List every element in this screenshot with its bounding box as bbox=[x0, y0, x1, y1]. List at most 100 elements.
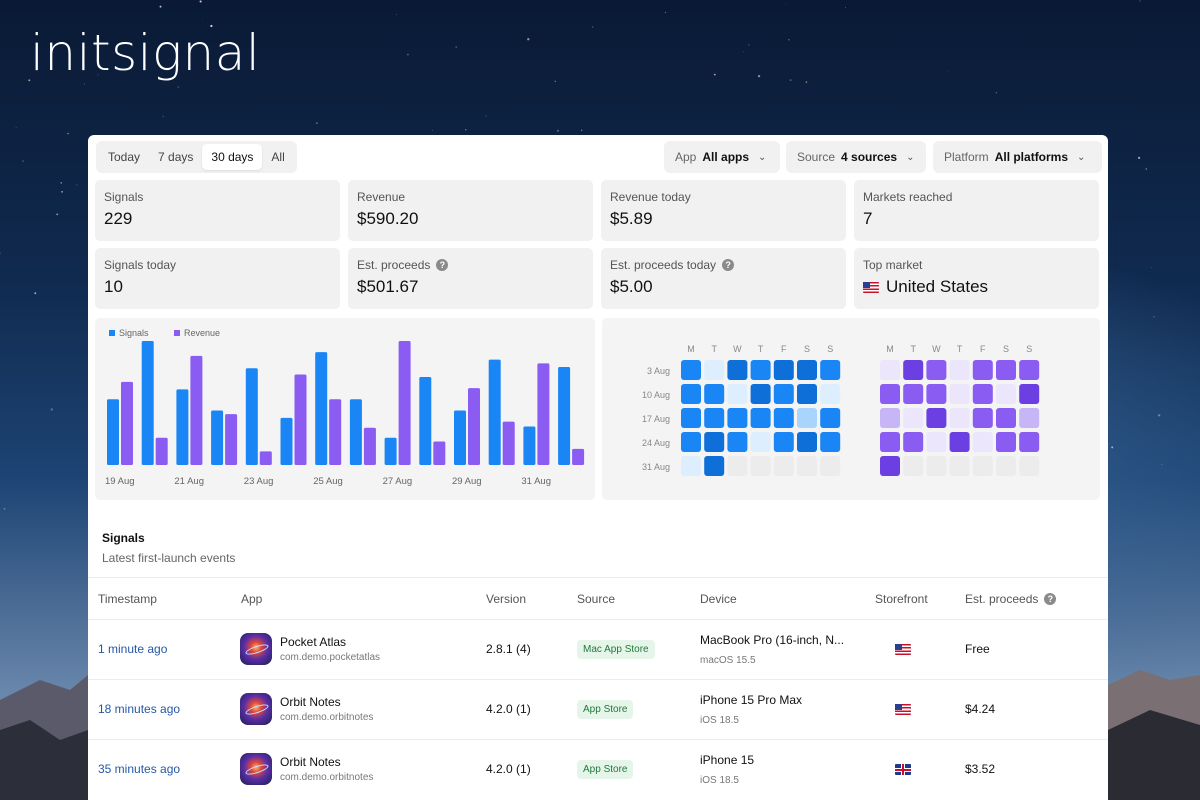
bar-signals[interactable] bbox=[384, 437, 397, 465]
signals-heatmap-cell[interactable] bbox=[727, 456, 748, 476]
bar-revenue[interactable] bbox=[190, 355, 203, 465]
revenue-heatmap-cell[interactable] bbox=[996, 360, 1016, 380]
range-tab-7-days[interactable]: 7 days bbox=[158, 150, 194, 164]
bar-signals[interactable] bbox=[315, 352, 328, 465]
bar-revenue[interactable] bbox=[572, 448, 585, 465]
column-header-storefront[interactable]: Storefront bbox=[875, 592, 928, 606]
table-row[interactable]: 35 minutes ago Orbit Notes com.demo.orbi… bbox=[88, 739, 1108, 799]
signals-heatmap-cell[interactable] bbox=[773, 360, 794, 380]
bar-revenue[interactable] bbox=[225, 414, 238, 465]
bar-signals[interactable] bbox=[349, 399, 362, 465]
signals-heatmap-cell[interactable] bbox=[727, 360, 748, 380]
revenue-heatmap-cell[interactable] bbox=[996, 456, 1016, 476]
bar-signals[interactable] bbox=[211, 410, 224, 465]
revenue-heatmap-cell[interactable] bbox=[1019, 432, 1040, 452]
source-filter-dropdown[interactable]: Source 4 sources ⌄ bbox=[786, 141, 926, 173]
signals-heatmap-cell[interactable] bbox=[797, 360, 817, 380]
range-tab-30-days[interactable]: 30 days bbox=[202, 144, 263, 170]
bar-signals[interactable] bbox=[454, 410, 466, 465]
signals-heatmap-cell[interactable] bbox=[820, 360, 841, 380]
column-header-device[interactable]: Device bbox=[700, 592, 737, 606]
signals-heatmap-cell[interactable] bbox=[820, 456, 841, 476]
revenue-heatmap-cell[interactable] bbox=[903, 360, 924, 380]
revenue-heatmap-cell[interactable] bbox=[880, 408, 900, 428]
bar-revenue[interactable] bbox=[537, 363, 550, 465]
revenue-heatmap-cell[interactable] bbox=[926, 408, 947, 428]
signals-heatmap-cell[interactable] bbox=[681, 456, 701, 476]
bar-revenue[interactable] bbox=[121, 381, 133, 465]
signals-heatmap-cell[interactable] bbox=[681, 384, 701, 404]
help-icon[interactable]: ? bbox=[436, 259, 449, 271]
table-row[interactable]: 18 minutes ago Orbit Notes com.demo.orbi… bbox=[88, 679, 1108, 739]
bar-signals[interactable] bbox=[245, 368, 258, 465]
revenue-heatmap-cell[interactable] bbox=[903, 384, 924, 404]
column-header-source[interactable]: Source bbox=[577, 592, 616, 606]
revenue-heatmap-cell[interactable] bbox=[996, 408, 1016, 428]
timestamp-link[interactable]: 18 minutes ago bbox=[98, 702, 181, 716]
signals-heatmap-cell[interactable] bbox=[704, 408, 725, 428]
signals-heatmap-cell[interactable] bbox=[681, 432, 701, 452]
signals-heatmap-cell[interactable] bbox=[797, 432, 817, 452]
revenue-heatmap-cell[interactable] bbox=[903, 408, 924, 428]
signals-heatmap-cell[interactable] bbox=[704, 432, 725, 452]
revenue-heatmap-cell[interactable] bbox=[949, 408, 970, 428]
range-tab-today[interactable]: Today bbox=[108, 150, 141, 164]
signals-heatmap-cell[interactable] bbox=[750, 432, 771, 452]
bar-revenue[interactable] bbox=[259, 451, 272, 465]
signals-heatmap-cell[interactable] bbox=[750, 384, 771, 404]
revenue-heatmap-cell[interactable] bbox=[972, 384, 993, 404]
revenue-heatmap-cell[interactable] bbox=[1019, 456, 1040, 476]
bar-signals[interactable] bbox=[280, 417, 293, 465]
bar-revenue[interactable] bbox=[294, 374, 307, 465]
column-header-est-proceeds[interactable]: Est. proceeds? bbox=[965, 592, 1057, 606]
revenue-heatmap-cell[interactable] bbox=[949, 384, 970, 404]
signals-heatmap-cell[interactable] bbox=[727, 408, 748, 428]
revenue-heatmap-cell[interactable] bbox=[1019, 408, 1040, 428]
bar-revenue[interactable] bbox=[363, 427, 376, 465]
bar-signals[interactable] bbox=[523, 426, 536, 465]
revenue-heatmap-cell[interactable] bbox=[880, 456, 900, 476]
revenue-heatmap-cell[interactable] bbox=[926, 384, 947, 404]
signals-heatmap-cell[interactable] bbox=[681, 360, 701, 380]
signals-heatmap-cell[interactable] bbox=[704, 360, 725, 380]
revenue-heatmap-cell[interactable] bbox=[880, 432, 900, 452]
signals-heatmap-cell[interactable] bbox=[773, 456, 794, 476]
platform-filter-dropdown[interactable]: Platform All platforms ⌄ bbox=[933, 141, 1102, 173]
revenue-heatmap-cell[interactable] bbox=[972, 432, 993, 452]
bar-revenue[interactable] bbox=[502, 421, 515, 465]
revenue-heatmap-cell[interactable] bbox=[1019, 384, 1040, 404]
signals-heatmap-cell[interactable] bbox=[797, 456, 817, 476]
revenue-heatmap-cell[interactable] bbox=[903, 456, 924, 476]
signals-heatmap-cell[interactable] bbox=[773, 408, 794, 428]
bar-signals[interactable] bbox=[176, 389, 189, 465]
revenue-heatmap-cell[interactable] bbox=[926, 432, 947, 452]
revenue-heatmap-cell[interactable] bbox=[949, 432, 970, 452]
column-header-timestamp[interactable]: Timestamp bbox=[98, 592, 157, 606]
timestamp-link[interactable]: 1 minute ago bbox=[98, 642, 168, 656]
column-header-version[interactable]: Version bbox=[486, 592, 527, 606]
revenue-heatmap-cell[interactable] bbox=[972, 456, 993, 476]
signals-heatmap-cell[interactable] bbox=[681, 408, 701, 428]
range-tab-all[interactable]: All bbox=[271, 150, 285, 164]
revenue-heatmap-cell[interactable] bbox=[949, 360, 970, 380]
revenue-heatmap-cell[interactable] bbox=[996, 432, 1016, 452]
signals-heatmap-cell[interactable] bbox=[750, 456, 771, 476]
bar-signals[interactable] bbox=[419, 376, 432, 465]
revenue-heatmap-cell[interactable] bbox=[972, 408, 993, 428]
signals-heatmap-cell[interactable] bbox=[750, 360, 771, 380]
revenue-heatmap-cell[interactable] bbox=[880, 384, 900, 404]
signals-heatmap-cell[interactable] bbox=[750, 408, 771, 428]
signals-heatmap-cell[interactable] bbox=[704, 456, 725, 476]
bar-signals[interactable] bbox=[558, 367, 571, 465]
signals-heatmap-cell[interactable] bbox=[820, 384, 841, 404]
timestamp-link[interactable]: 35 minutes ago bbox=[98, 762, 181, 776]
bar-revenue[interactable] bbox=[398, 341, 411, 465]
bar-signals[interactable] bbox=[107, 399, 119, 465]
signals-heatmap-cell[interactable] bbox=[820, 432, 841, 452]
bar-revenue[interactable] bbox=[468, 388, 480, 465]
table-row[interactable]: 1 minute ago Pocket Atlas com.demo.pocke… bbox=[88, 619, 1108, 679]
bar-revenue[interactable] bbox=[433, 441, 446, 465]
signals-heatmap-cell[interactable] bbox=[727, 384, 748, 404]
signals-heatmap-cell[interactable] bbox=[820, 408, 841, 428]
signals-heatmap-cell[interactable] bbox=[797, 408, 817, 428]
